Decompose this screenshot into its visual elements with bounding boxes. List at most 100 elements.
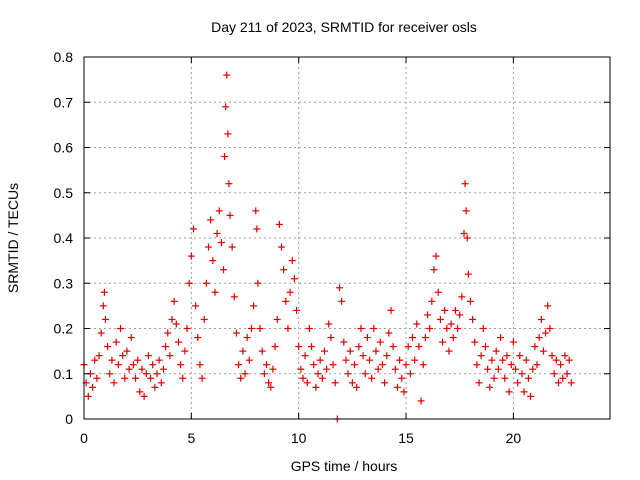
chart-title: Day 211 of 2023, SRMTID for receiver osl… bbox=[211, 19, 477, 35]
data-point bbox=[419, 361, 427, 369]
data-point bbox=[230, 293, 238, 301]
data-point bbox=[353, 383, 361, 391]
data-point bbox=[533, 361, 541, 369]
data-point bbox=[458, 293, 466, 301]
y-axis-label: SRMTID / TECUs bbox=[5, 183, 21, 293]
data-point bbox=[308, 343, 316, 351]
data-point bbox=[99, 302, 107, 310]
data-point bbox=[554, 379, 562, 387]
data-point bbox=[151, 383, 159, 391]
data-point bbox=[484, 365, 492, 373]
data-point bbox=[535, 334, 543, 342]
data-point bbox=[327, 334, 335, 342]
data-point bbox=[110, 379, 118, 387]
data-point bbox=[91, 356, 99, 364]
grid bbox=[84, 57, 610, 419]
data-points bbox=[80, 71, 575, 423]
data-point bbox=[557, 361, 565, 369]
data-point bbox=[271, 343, 279, 351]
data-point bbox=[93, 374, 101, 382]
data-point bbox=[383, 352, 391, 360]
data-point bbox=[258, 347, 266, 355]
data-point bbox=[537, 315, 545, 323]
data-point bbox=[408, 334, 416, 342]
data-point bbox=[497, 334, 505, 342]
data-point bbox=[125, 365, 133, 373]
data-point bbox=[205, 243, 213, 251]
data-point bbox=[129, 361, 137, 369]
data-point bbox=[430, 266, 438, 274]
data-point bbox=[155, 356, 163, 364]
data-point bbox=[220, 266, 228, 274]
data-point bbox=[464, 270, 472, 278]
data-point bbox=[213, 229, 221, 237]
data-point bbox=[134, 356, 142, 364]
data-point bbox=[108, 356, 116, 364]
data-point bbox=[550, 370, 558, 378]
data-point bbox=[293, 306, 301, 314]
data-point bbox=[301, 352, 309, 360]
data-point bbox=[267, 383, 275, 391]
data-point bbox=[370, 325, 378, 332]
data-point bbox=[509, 338, 517, 346]
data-point bbox=[481, 343, 489, 351]
data-point bbox=[316, 356, 324, 364]
data-point bbox=[355, 343, 363, 351]
data-point bbox=[529, 365, 537, 373]
data-point bbox=[177, 361, 185, 369]
data-point bbox=[463, 234, 471, 242]
data-point bbox=[157, 379, 165, 387]
y-tick-label: 0.1 bbox=[54, 366, 74, 382]
data-point bbox=[138, 365, 146, 373]
data-point bbox=[318, 374, 326, 382]
data-point bbox=[417, 397, 425, 405]
data-point bbox=[445, 347, 453, 355]
data-point bbox=[342, 356, 350, 364]
data-point bbox=[546, 325, 554, 332]
data-point bbox=[539, 347, 547, 355]
data-point bbox=[389, 343, 397, 351]
data-point bbox=[400, 388, 408, 396]
data-point bbox=[461, 180, 469, 188]
data-point bbox=[273, 315, 281, 323]
data-point bbox=[507, 361, 515, 369]
data-point bbox=[127, 334, 135, 342]
data-point bbox=[196, 361, 204, 369]
data-point bbox=[202, 279, 210, 287]
data-point bbox=[348, 379, 356, 387]
data-point bbox=[331, 379, 339, 387]
data-point bbox=[522, 356, 530, 364]
data-point bbox=[344, 370, 352, 378]
y-tick-label: 0.6 bbox=[54, 140, 74, 156]
x-tick-label: 5 bbox=[187, 430, 195, 446]
data-point bbox=[471, 338, 479, 346]
data-point bbox=[297, 365, 305, 373]
data-point bbox=[466, 297, 474, 305]
data-point bbox=[312, 383, 320, 391]
data-point bbox=[381, 379, 389, 387]
data-point bbox=[189, 225, 197, 233]
data-point bbox=[284, 325, 292, 332]
data-point bbox=[479, 325, 487, 332]
data-point bbox=[95, 352, 103, 360]
data-point bbox=[84, 392, 92, 400]
x-tick-label: 20 bbox=[506, 430, 522, 446]
data-point bbox=[477, 352, 485, 360]
data-point bbox=[361, 370, 369, 378]
data-point bbox=[225, 180, 233, 188]
data-point bbox=[239, 347, 247, 355]
data-point bbox=[104, 343, 112, 351]
data-point bbox=[162, 343, 170, 351]
data-point bbox=[119, 352, 127, 360]
data-point bbox=[524, 374, 532, 382]
data-point bbox=[552, 356, 560, 364]
data-point bbox=[563, 370, 571, 378]
data-point bbox=[215, 207, 223, 215]
data-point bbox=[432, 252, 440, 260]
data-point bbox=[164, 329, 172, 337]
data-point bbox=[142, 370, 150, 378]
data-point bbox=[329, 361, 337, 369]
y-tick-label: 0.8 bbox=[54, 49, 74, 65]
data-point bbox=[136, 388, 144, 396]
data-point bbox=[486, 383, 494, 391]
